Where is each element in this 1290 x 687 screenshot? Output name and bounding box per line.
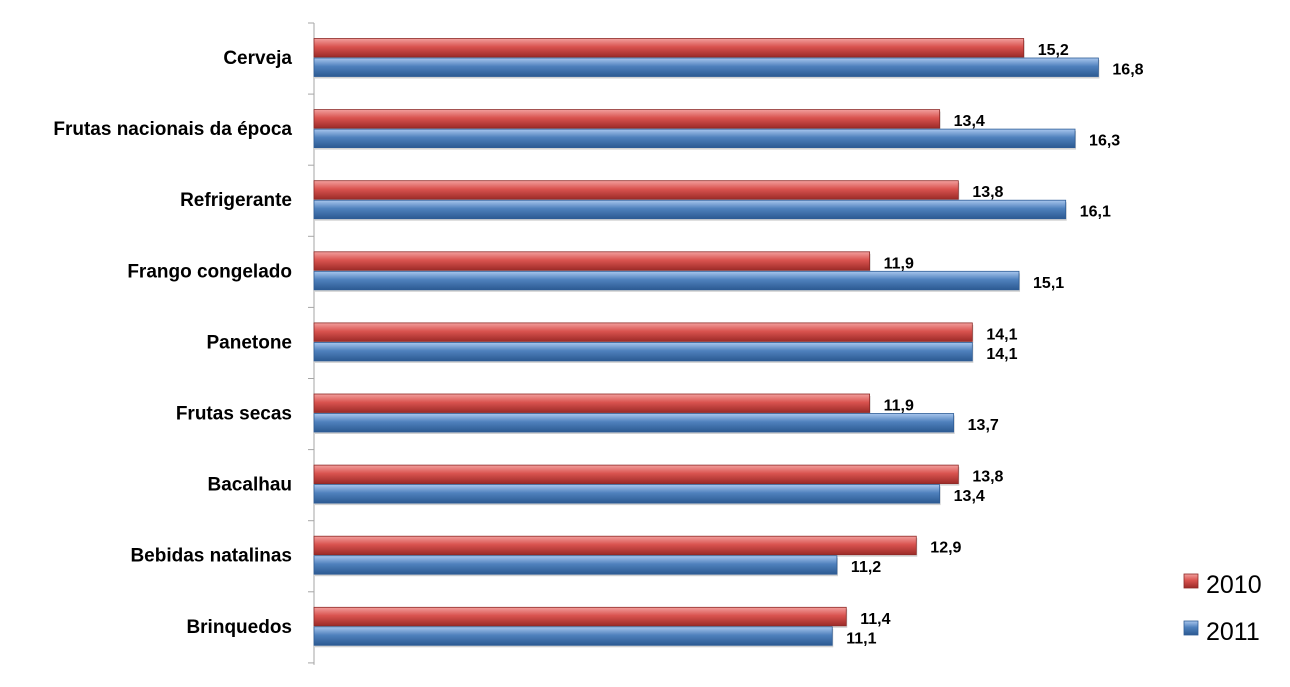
legend-swatch-2011 <box>1183 620 1199 636</box>
data-label: 12,9 <box>930 540 961 557</box>
data-label: 16,8 <box>1112 62 1143 79</box>
data-label: 16,3 <box>1089 133 1120 150</box>
data-label: 11,9 <box>884 398 914 415</box>
bar-2010 <box>313 322 973 342</box>
category-label: Brinquedos <box>186 617 292 638</box>
category-label: Panetone <box>206 332 292 353</box>
data-label: 14,1 <box>986 346 1017 363</box>
category-label: Frutas secas <box>176 404 292 425</box>
bars-layer <box>313 38 1100 648</box>
legend-label: 2010 <box>1206 571 1262 599</box>
data-label: 11,2 <box>851 559 881 576</box>
labels-layer: Cerveja 15,2 16,8 Frutas nacionais da época… <box>53 42 1143 647</box>
data-label: 13,4 <box>954 113 985 130</box>
data-label: 13,8 <box>972 469 1003 486</box>
bar-2011 <box>313 555 838 575</box>
bar-2011 <box>313 484 941 504</box>
data-label: 14,1 <box>986 326 1017 343</box>
bar-2010 <box>313 109 941 129</box>
legend: 2010 2011 <box>1183 571 1262 646</box>
bar-2010 <box>313 464 959 485</box>
bar-2011 <box>313 341 973 362</box>
bar-2010 <box>313 38 1025 58</box>
data-label: 11,9 <box>884 255 914 272</box>
data-label: 13,8 <box>972 184 1003 201</box>
bar-2011 <box>313 199 1067 220</box>
legend-label: 2011 <box>1206 618 1260 646</box>
category-label: Cerveja <box>223 48 292 69</box>
category-label: Frango congelado <box>127 261 292 282</box>
data-label: 16,1 <box>1080 204 1111 221</box>
legend-swatch-2010 <box>1183 573 1199 589</box>
bar-2011 <box>313 270 1020 291</box>
data-label: 11,4 <box>860 611 890 628</box>
data-label: 11,1 <box>846 630 876 647</box>
bar-2010 <box>313 393 871 413</box>
data-label: 15,1 <box>1033 275 1064 292</box>
bar-2010 <box>313 180 959 200</box>
data-label: 13,7 <box>968 417 999 434</box>
data-label: 13,4 <box>954 488 985 505</box>
bar-2011 <box>313 57 1099 77</box>
category-label: Bebidas natalinas <box>130 546 292 567</box>
bar-2010 <box>313 535 917 556</box>
bar-2011 <box>313 128 1076 149</box>
category-label: Refrigerante <box>180 190 292 211</box>
bar-2010 <box>313 606 847 627</box>
axis-layer <box>308 22 315 665</box>
bar-2011 <box>313 413 955 433</box>
bar-2010 <box>313 251 871 271</box>
data-label: 15,2 <box>1038 42 1069 59</box>
category-label: Frutas nacionais da época <box>53 119 292 140</box>
bar-2011 <box>313 626 833 646</box>
category-label: Bacalhau <box>208 475 292 496</box>
